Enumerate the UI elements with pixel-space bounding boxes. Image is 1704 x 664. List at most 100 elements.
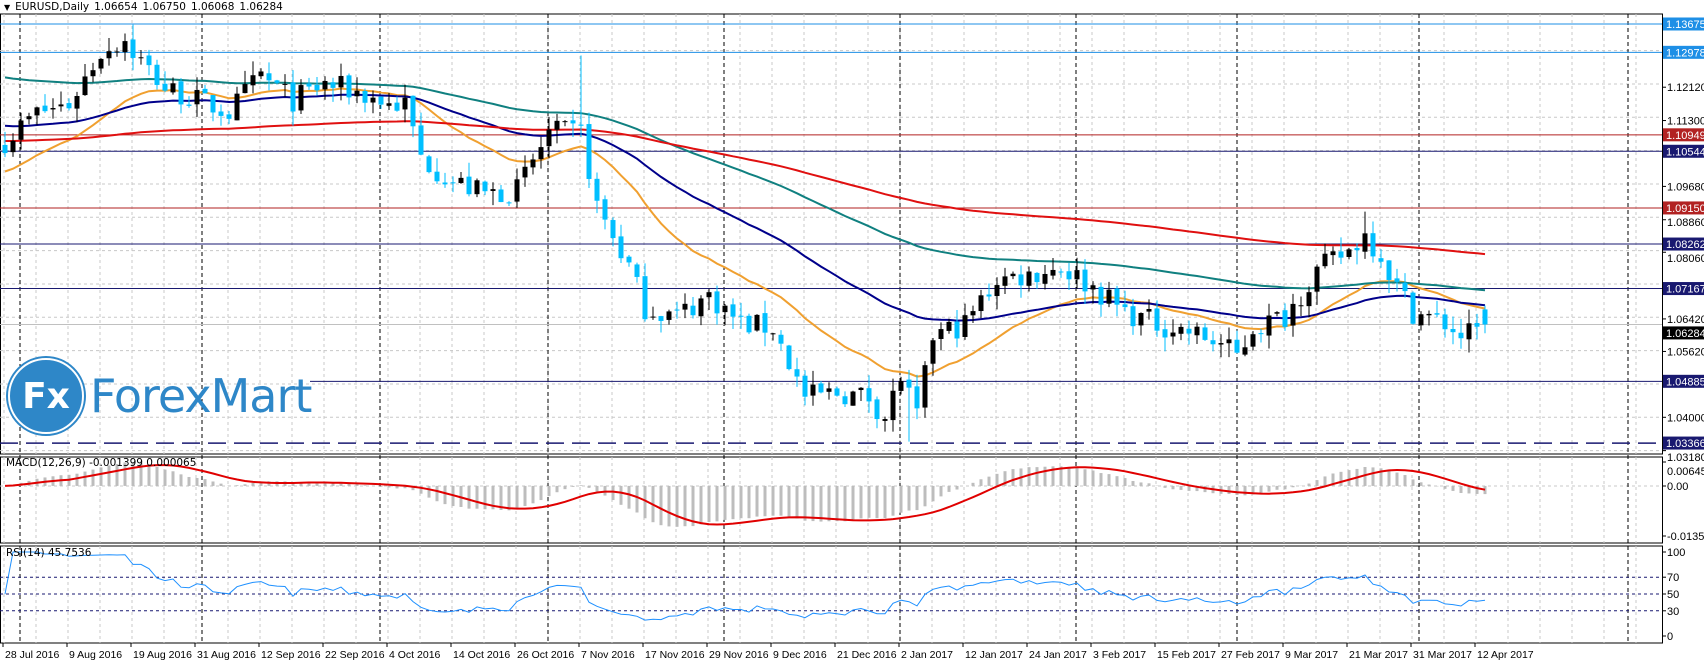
candle (650, 306, 656, 320)
candle (546, 116, 552, 159)
candle (1346, 247, 1352, 260)
candle-body (74, 96, 80, 109)
candle-body (1074, 270, 1080, 280)
candle (706, 288, 712, 311)
candle-body (498, 189, 504, 203)
candle (42, 94, 48, 113)
candle-body (834, 388, 840, 396)
candle (1058, 268, 1064, 278)
candle-body (634, 264, 640, 277)
candle (986, 283, 992, 301)
candle (466, 162, 472, 197)
level-label-bg (1663, 45, 1704, 59)
macd-axis-label: 0.006457 (1667, 466, 1704, 478)
candle (1434, 300, 1440, 318)
candle (1114, 285, 1120, 317)
candle-body (1370, 233, 1376, 257)
candle-body (266, 73, 272, 81)
candle-body (1226, 339, 1232, 344)
candle-body (890, 390, 896, 421)
candle-body (490, 189, 496, 191)
candle-body (810, 384, 816, 396)
candle-body (986, 294, 992, 297)
candle-body (858, 387, 864, 391)
candle (930, 337, 936, 376)
candle-body (330, 82, 336, 88)
candle (442, 172, 448, 188)
date-axis-label: 31 Aug 2016 (197, 649, 256, 661)
level-label: 1.08262 (1666, 239, 1704, 251)
forexmart-logo: Fx ForexMart (8, 358, 312, 434)
candle-body (962, 315, 968, 337)
level-label-bg (1663, 436, 1704, 450)
candle-body (218, 111, 224, 116)
candle (570, 109, 576, 137)
candle-body (34, 107, 40, 116)
candle-body (1330, 251, 1336, 256)
candle-body (1434, 313, 1440, 315)
candle-body (58, 104, 64, 107)
candle (2, 131, 8, 158)
candle-body (570, 120, 576, 124)
candle-body (850, 391, 856, 406)
candle (1482, 305, 1488, 334)
dropdown-triangle-icon[interactable]: ▼ (4, 2, 11, 12)
level-label-bg (1663, 237, 1704, 251)
candle (1178, 323, 1184, 341)
candle (770, 332, 776, 341)
candle-body (1098, 286, 1104, 305)
chart-header: ▼ EURUSD,Daily 1.06654 1.06750 1.06068 1… (4, 1, 283, 13)
candle (82, 63, 88, 96)
candle-body (594, 178, 600, 201)
candle (1258, 328, 1264, 343)
candle-body (1122, 304, 1128, 308)
candle-body (1130, 306, 1136, 327)
candle (1362, 211, 1368, 259)
candle-body (282, 83, 288, 85)
candle-body (314, 84, 320, 91)
candle-body (714, 291, 720, 314)
candle (858, 387, 864, 401)
candle (762, 300, 768, 347)
candle (1282, 303, 1288, 331)
candle (1378, 249, 1384, 268)
candle-body (1170, 332, 1176, 337)
candle-body (234, 93, 240, 121)
price-axis-label: 1.09680 (1667, 181, 1704, 193)
candle-body (1082, 269, 1088, 292)
candle-body (1290, 303, 1296, 326)
moving-average-line (4, 87, 1486, 378)
candle (354, 77, 360, 104)
candle-body (802, 375, 808, 397)
candle-body (738, 315, 744, 317)
candle-body (10, 140, 16, 153)
candle (338, 63, 344, 101)
candle-body (1194, 326, 1200, 336)
candle-body (1066, 271, 1072, 280)
candle-body (1250, 334, 1256, 347)
candle (698, 295, 704, 326)
candle (1426, 310, 1432, 326)
candle (34, 106, 40, 126)
candle-body (626, 256, 632, 263)
candle-body (682, 303, 688, 310)
candle (1130, 298, 1136, 335)
candle (506, 201, 512, 207)
candle (186, 96, 192, 108)
candle (90, 62, 96, 83)
candle-body (1306, 292, 1312, 307)
candle-body (978, 295, 984, 312)
candle (410, 95, 416, 138)
candle (514, 168, 520, 208)
candle-body (66, 103, 72, 109)
candle-body (138, 57, 144, 59)
candle (346, 73, 352, 105)
candle-body (410, 95, 416, 127)
candle-body (194, 89, 200, 105)
candle (634, 262, 640, 283)
candle (754, 314, 760, 332)
candle (882, 416, 888, 432)
candle (586, 112, 592, 189)
candle (1138, 312, 1144, 336)
